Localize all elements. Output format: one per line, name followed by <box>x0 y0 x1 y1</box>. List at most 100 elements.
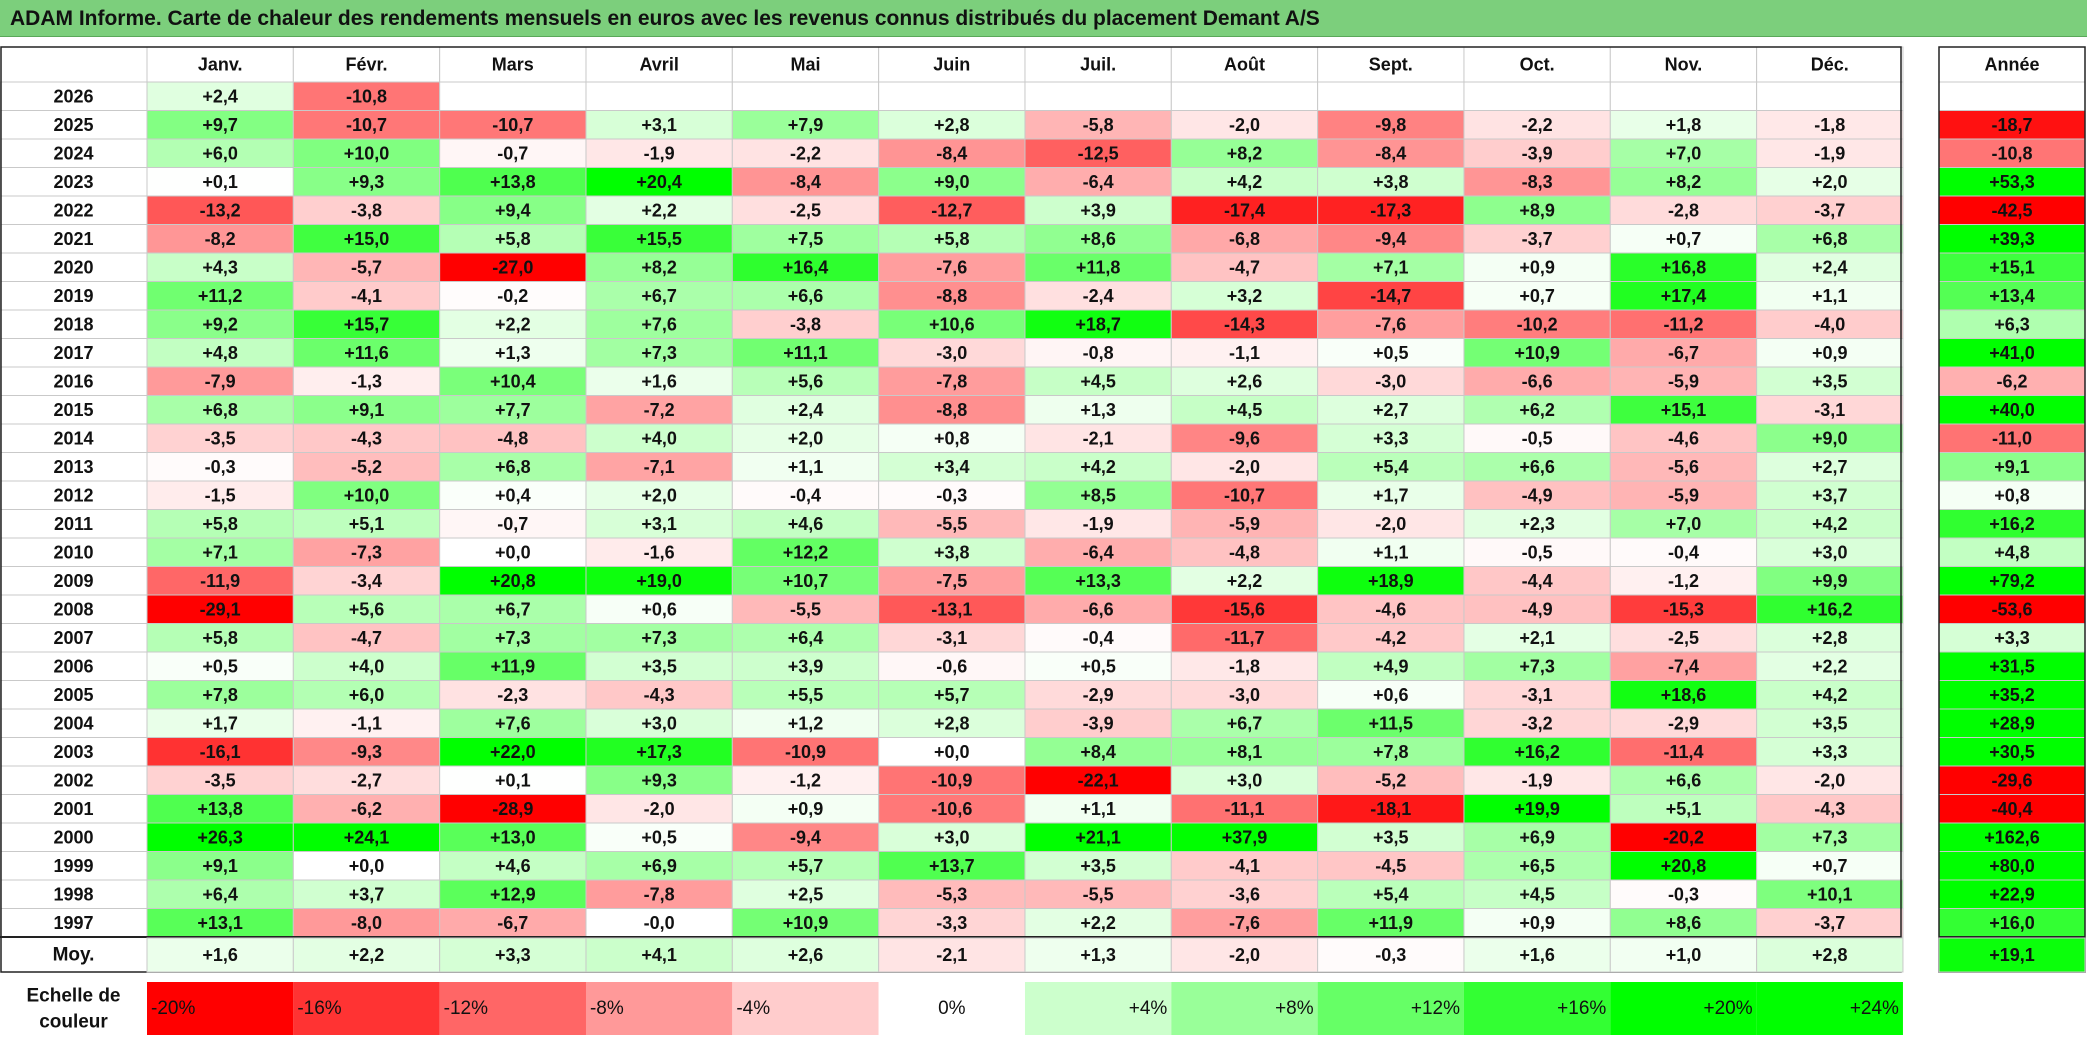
heatmap-cell-value: +6,9 <box>641 856 677 876</box>
heatmap-cell <box>1756 281 1904 311</box>
annual-cell <box>1938 737 2086 767</box>
heatmap-cell-value: +5,7 <box>934 685 970 705</box>
column-header-label: Juin <box>933 55 970 75</box>
heatmap-cell <box>1317 195 1465 225</box>
heatmap-cell <box>1170 224 1319 254</box>
annual-cell <box>1938 81 2086 111</box>
heatmap-cell <box>1170 765 1319 795</box>
year-label: 2025 <box>53 115 93 135</box>
heatmap-cell-value: -5,2 <box>1375 770 1406 790</box>
heatmap-cell-value: -10,7 <box>1224 485 1265 505</box>
heatmap-cell <box>878 224 1026 254</box>
heatmap-cell <box>1024 224 1172 254</box>
year-label: 2007 <box>53 628 93 648</box>
heatmap-cell-value: +4,2 <box>1080 457 1116 477</box>
heatmap-cell-value: +0,7 <box>1519 286 1555 306</box>
heatmap-cell-value: -1,6 <box>644 542 675 562</box>
annual-cell-value: +35,2 <box>1989 685 2035 705</box>
heatmap-cell-value: +11,8 <box>1076 257 1121 277</box>
average-cell <box>1024 937 1172 973</box>
heatmap-cell <box>878 452 1026 482</box>
heatmap-cell-value: +0,5 <box>1080 656 1116 676</box>
heatmap-cell-value: -7,2 <box>644 400 675 420</box>
color-scale-swatch <box>1024 982 1172 1035</box>
color-scale-swatch <box>1610 982 1757 1035</box>
annual-cell-value: -42,5 <box>1991 200 2032 220</box>
year-label-cell <box>0 452 148 482</box>
heatmap-cell-value: +0,7 <box>1666 229 1702 249</box>
color-scale-swatch <box>293 982 440 1035</box>
heatmap-cell-value: +2,2 <box>1080 913 1116 933</box>
heatmap-cell <box>1024 794 1172 824</box>
heatmap-cell-value: +4,3 <box>202 257 238 277</box>
heatmap-cell-value: +2,4 <box>1812 257 1848 277</box>
heatmap-cell-value: +20,4 <box>636 172 682 192</box>
heatmap-cell <box>1756 81 1904 111</box>
heatmap-cell-value: -5,7 <box>351 257 382 277</box>
heatmap-cell <box>1609 395 1758 425</box>
year-label-cell <box>0 822 148 852</box>
color-scale-label: couleur <box>39 1012 108 1033</box>
heatmap-cell <box>731 395 880 425</box>
heatmap-cell-value: +8,9 <box>1519 200 1555 220</box>
heatmap-cell <box>1609 651 1758 681</box>
year-label: 2010 <box>53 542 93 562</box>
heatmap-cell <box>146 366 294 396</box>
heatmap-cell-value: +2,8 <box>934 713 970 733</box>
heatmap-cell-value: -22,1 <box>1078 770 1119 790</box>
heatmap-cell <box>1609 252 1758 282</box>
heatmap-cell <box>1609 566 1758 596</box>
heatmap-cell-value: +5,8 <box>934 229 970 249</box>
heatmap-cell-value: +6,8 <box>1812 229 1848 249</box>
heatmap-cell-value: -15,6 <box>1224 599 1265 619</box>
heatmap-cell-value: -3,4 <box>351 571 382 591</box>
heatmap-cell-value: -5,5 <box>1083 884 1114 904</box>
heatmap-cell-value: -4,6 <box>1375 599 1406 619</box>
heatmap-cell <box>1317 395 1465 425</box>
heatmap-cell <box>292 452 441 482</box>
heatmap-cell <box>878 138 1026 168</box>
heatmap-cell <box>1463 110 1611 140</box>
heatmap-cell <box>585 822 733 852</box>
heatmap-cell <box>878 81 1026 111</box>
heatmap-cell <box>1317 338 1465 368</box>
annual-cell <box>1938 281 2086 311</box>
heatmap-cell <box>1609 366 1758 396</box>
average-cell-value: -2,0 <box>1229 945 1260 965</box>
heatmap-cell-value: +12,9 <box>490 884 536 904</box>
annual-cell <box>1938 452 2086 482</box>
heatmap-cell <box>731 680 880 710</box>
heatmap-cell-value: +1,1 <box>1812 286 1848 306</box>
heatmap-cell <box>439 338 587 368</box>
heatmap-cell-value: +6,6 <box>788 286 824 306</box>
heatmap-cell-value: -2,0 <box>1229 115 1260 135</box>
heatmap-cell-value: +18,7 <box>1075 314 1121 334</box>
heatmap-cell-value: -29,1 <box>200 599 241 619</box>
heatmap-cell-value: +22,0 <box>490 742 536 762</box>
heatmap-cell-value: +5,5 <box>788 685 824 705</box>
heatmap-cell-value: +7,6 <box>495 713 531 733</box>
heatmap-cell-value: +4,6 <box>788 514 824 534</box>
heatmap-cell-value: -3,5 <box>205 428 236 448</box>
heatmap-cell <box>146 110 294 140</box>
heatmap-cell-value: -7,4 <box>1668 656 1699 676</box>
heatmap-cell <box>439 537 587 567</box>
heatmap-cell <box>1024 537 1172 567</box>
heatmap-cell-value: -3,0 <box>936 343 967 363</box>
heatmap-cell-value: +10,1 <box>1807 884 1853 904</box>
heatmap-cell <box>1170 195 1319 225</box>
annual-cell <box>1938 765 2086 795</box>
heatmap-cell-value: +7,3 <box>641 343 677 363</box>
heatmap-cell-value: +2,2 <box>1812 656 1848 676</box>
annual-cell-value: +0,8 <box>1994 485 2030 505</box>
heatmap-cell-value: -5,2 <box>351 457 382 477</box>
heatmap-cell <box>1024 338 1172 368</box>
heatmap-cell-value: -15,3 <box>1663 599 1704 619</box>
heatmap-cell-value: +6,4 <box>788 628 824 648</box>
year-label: 2017 <box>53 343 93 363</box>
heatmap-cell <box>1024 851 1172 881</box>
heatmap-cell-value: +3,5 <box>1080 856 1116 876</box>
annual-cell-value: +6,3 <box>1994 314 2030 334</box>
annual-cell <box>1938 509 2086 539</box>
heatmap-cell-value: -4,0 <box>1814 314 1845 334</box>
